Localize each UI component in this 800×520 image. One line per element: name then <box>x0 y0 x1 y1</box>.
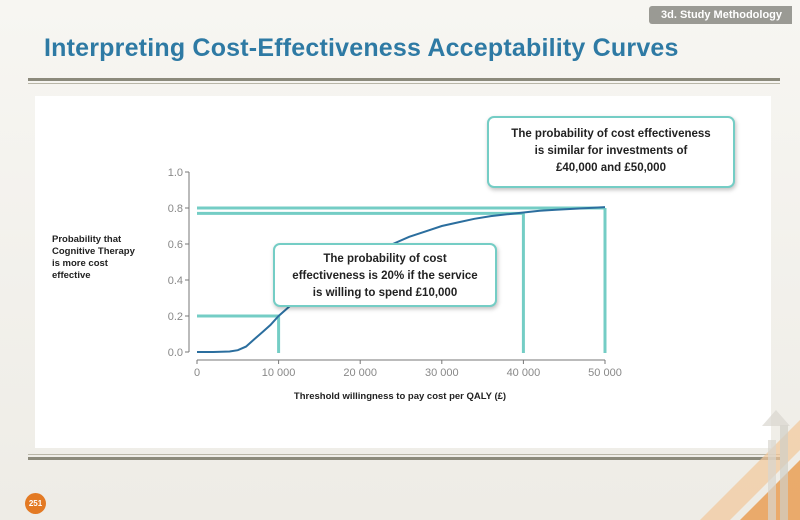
callout-middle-line: is willing to spend £10,000 <box>312 287 458 299</box>
x-tick-label: 30 000 <box>425 367 459 379</box>
y-tick-label: 0.8 <box>168 203 183 215</box>
callout-top-line: The probability of cost effectiveness <box>511 128 711 140</box>
x-tick-label: 40 000 <box>507 367 541 379</box>
y-tick-label: 1.0 <box>168 167 183 179</box>
x-tick-label: 10 000 <box>262 367 296 379</box>
y-tick-label: 0.6 <box>168 239 183 251</box>
x-axis-label: Threshold willingness to pay cost per QA… <box>294 391 506 402</box>
y-tick-label: 0.2 <box>168 311 183 323</box>
title-rule <box>28 78 780 81</box>
bottom-rule-thin <box>28 454 780 455</box>
callout-middle: The probability of cost effectiveness is… <box>273 243 497 307</box>
callout-middle-line: The probability of cost <box>323 253 447 265</box>
y-axis-label-line: is more cost <box>52 258 108 269</box>
y-axis-label-line: Cognitive Therapy <box>52 246 135 257</box>
bottom-rule <box>28 457 780 460</box>
y-axis-label: Probability that Cognitive Therapy is mo… <box>52 234 162 282</box>
x-tick-label: 50 000 <box>588 367 622 379</box>
axes <box>185 171 606 364</box>
y-axis-label-line: Probability that <box>52 234 122 245</box>
slide-title: Interpreting Cost-Effectiveness Acceptab… <box>44 34 679 62</box>
y-tick-label: 0.0 <box>168 347 183 359</box>
tick-labels: 0.0 0.2 0.4 0.6 0.8 1.0 0 10 000 20 000 30 000 40 … <box>168 167 622 379</box>
reference-lines <box>197 206 607 353</box>
callout-top-line: £40,000 and £50,000 <box>556 162 666 174</box>
page-number-badge: 251 <box>25 493 46 514</box>
callout-top-line: is similar for investments of <box>534 145 688 157</box>
title-rule-thin <box>28 83 780 84</box>
callout-middle-line: effectiveness is 20% if the service <box>292 270 478 282</box>
y-tick-label: 0.4 <box>168 275 183 287</box>
x-tick-label: 0 <box>194 367 200 379</box>
callout-top: The probability of cost effectiveness is… <box>487 116 735 188</box>
x-tick-label: 20 000 <box>343 367 377 379</box>
section-tag: 3d. Study Methodology <box>649 6 792 24</box>
decorative-arrows-graphic <box>700 410 800 520</box>
y-axis-label-line: effective <box>52 270 91 281</box>
